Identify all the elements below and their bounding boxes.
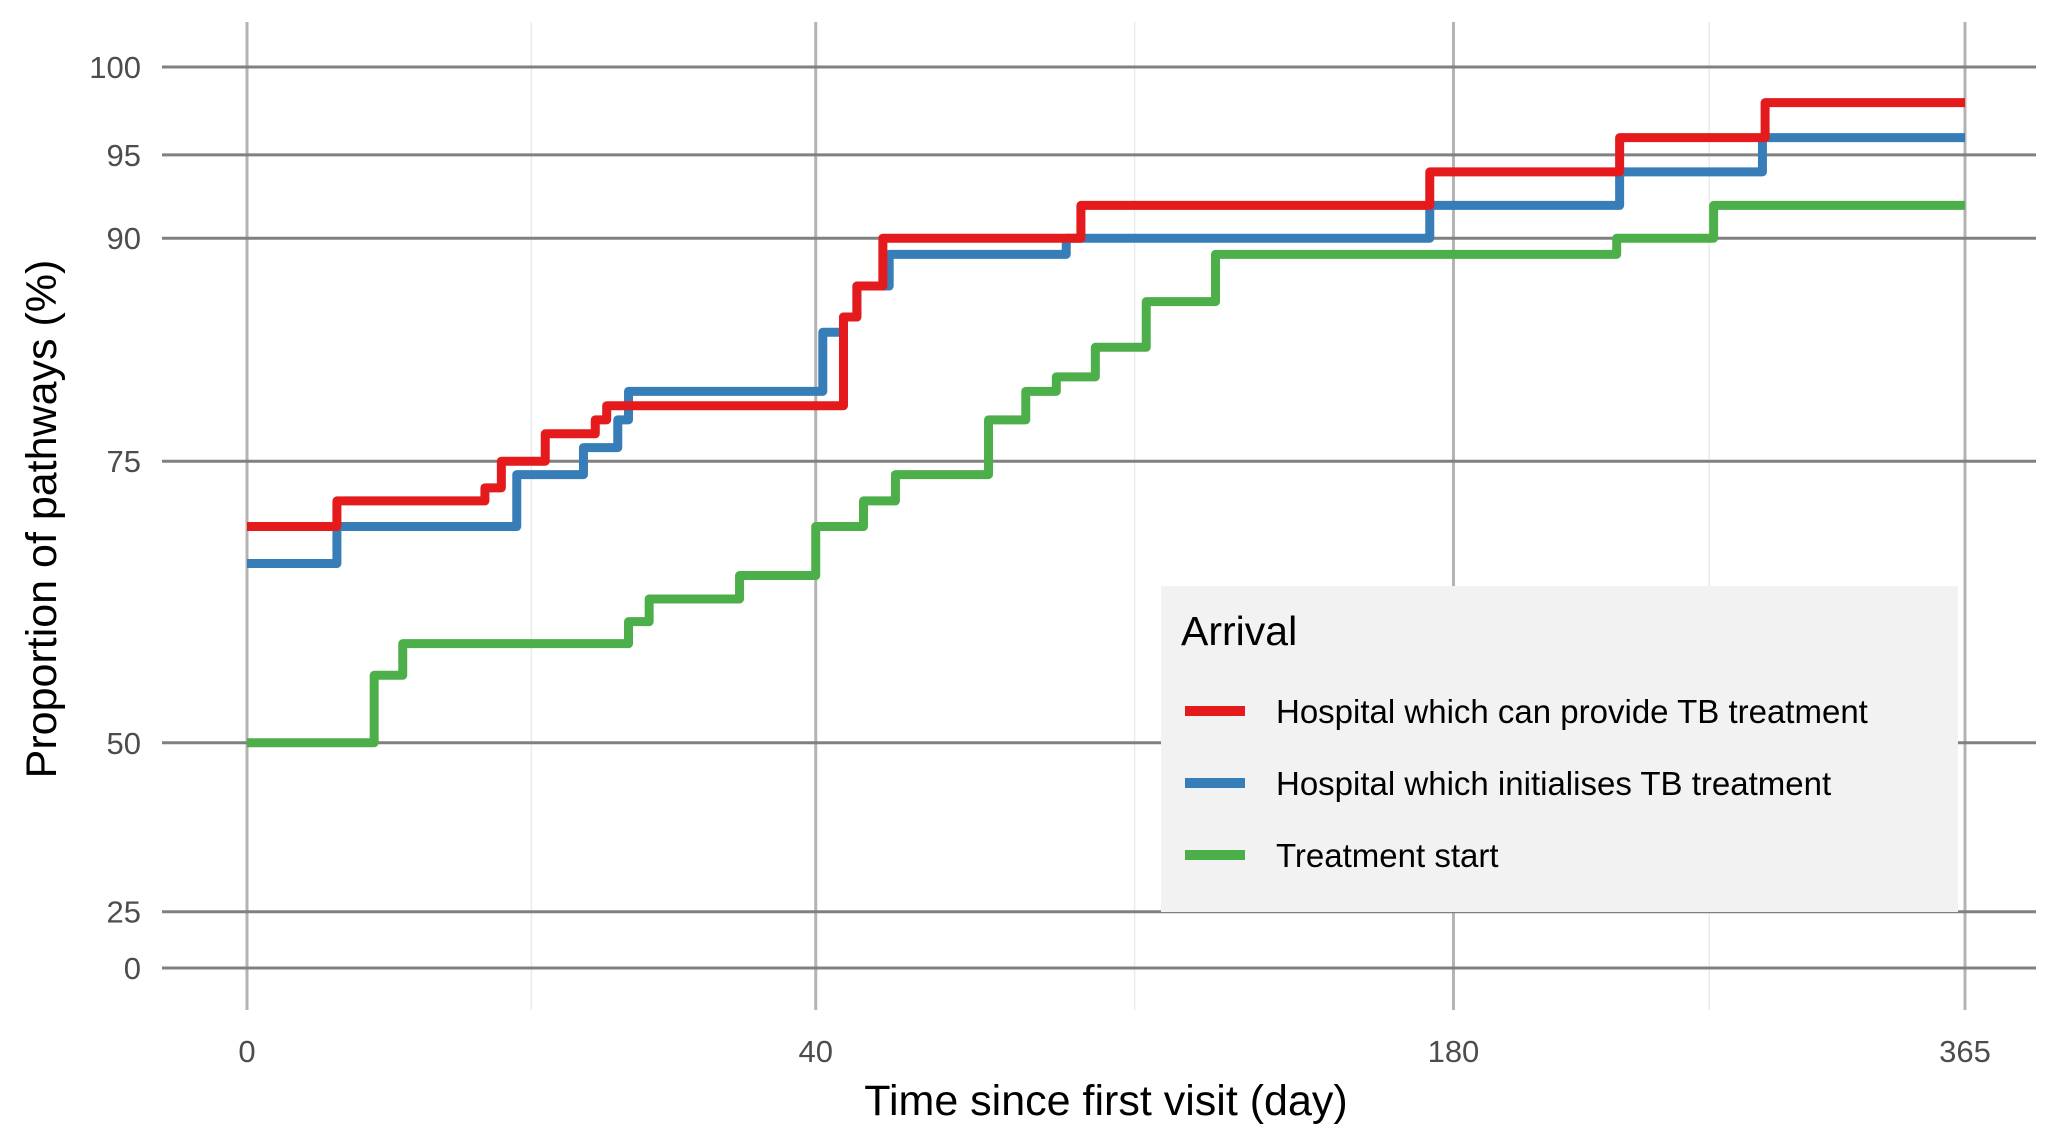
series-line-hospital-which-can-provide-tb-treatment [247,98,1965,532]
series-lines [247,98,1965,748]
legend: Arrival Hospital which can provide TB tr… [1161,586,1958,912]
y-tick-label-25: 25 [107,895,141,930]
x-axis-tick-labels: 0 40 180 365 [238,1034,1990,1069]
x-tick-label-365: 365 [1939,1034,1991,1069]
legend-background [1161,586,1958,912]
y-tick-label-95: 95 [107,138,141,173]
y-tick-label-90: 90 [107,221,141,256]
y-tick-label-100: 100 [89,50,141,85]
legend-label-hospital-which-initialises-tb-treatment: Hospital which initialises TB treatment [1276,765,1831,802]
legend-label-treatment-start: Treatment start [1276,837,1499,874]
x-tick-label-180: 180 [1428,1034,1480,1069]
x-axis-title: Time since first visit (day) [864,1077,1347,1125]
y-tick-label-75: 75 [107,444,141,479]
legend-title: Arrival [1181,608,1297,654]
x-tick-label-0: 0 [238,1034,255,1069]
legend-items: Hospital which can provide TB treatment H… [1185,693,1868,874]
y-tick-label-0: 0 [124,951,141,986]
y-axis-title: Proportion of pathways (%) [18,260,66,779]
x-tick-label-40: 40 [798,1034,832,1069]
y-tick-label-50: 50 [107,726,141,761]
legend-label-hospital-which-can-provide-tb-treatment: Hospital which can provide TB treatment [1276,693,1868,730]
series-line-treatment-start [247,200,1965,748]
y-axis-tick-labels: 0 25 50 75 90 95 100 [89,50,141,986]
